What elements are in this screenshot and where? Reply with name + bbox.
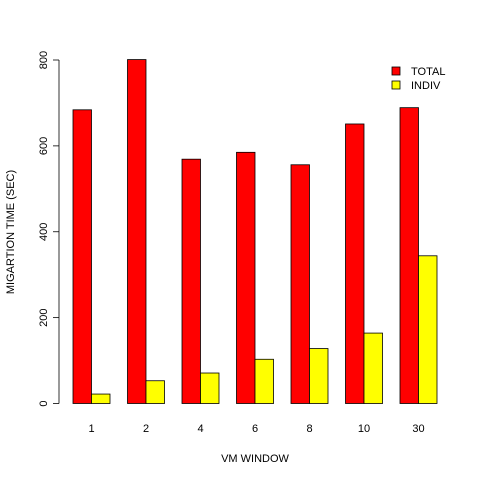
x-tick-label-10: 10	[358, 423, 370, 435]
x-tick-labels: 1 2 4 6 8 10 30	[88, 423, 424, 435]
bar-indiv-8	[309, 348, 329, 404]
x-tick-label-2: 2	[143, 423, 149, 435]
y-tick-label-200: 200	[38, 308, 50, 326]
x-tick-label-4: 4	[197, 423, 203, 435]
bar-total-10	[345, 123, 365, 404]
legend-label-total: TOTAL	[411, 66, 445, 78]
legend-swatch-total	[391, 66, 401, 76]
bar-total-1	[72, 109, 92, 404]
bar-total-8	[290, 164, 310, 404]
bar-total-30	[399, 107, 419, 404]
x-axis-title: VM WINDOW	[221, 453, 289, 465]
y-tick-label-800: 800	[38, 51, 50, 69]
bar-total-6	[236, 151, 256, 404]
x-tick-label-1: 1	[88, 423, 94, 435]
bar-indiv-6	[254, 358, 274, 404]
legend: TOTAL INDIV	[391, 66, 445, 92]
legend-swatch-indiv	[391, 80, 401, 90]
legend-label-indiv: INDIV	[411, 80, 441, 92]
x-tick-label-30: 30	[412, 423, 424, 435]
bar-indiv-4	[200, 372, 220, 404]
bar-indiv-10	[363, 332, 383, 404]
bar-total-2	[127, 59, 147, 404]
bar-indiv-1	[91, 393, 111, 404]
x-tick-label-8: 8	[306, 423, 312, 435]
bar-indiv-2	[145, 380, 165, 404]
bar-indiv-30	[418, 255, 438, 404]
y-tick-label-0: 0	[38, 400, 50, 406]
x-tick-label-6: 6	[252, 423, 258, 435]
y-axis: 0 200 400 600 800	[38, 51, 60, 407]
y-axis-title: MIGARTION TIME (SEC)	[5, 170, 17, 294]
y-tick-label-600: 600	[38, 137, 50, 155]
bar-total-4	[181, 158, 201, 404]
bars-group	[72, 59, 438, 404]
y-tick-label-400: 400	[38, 223, 50, 241]
